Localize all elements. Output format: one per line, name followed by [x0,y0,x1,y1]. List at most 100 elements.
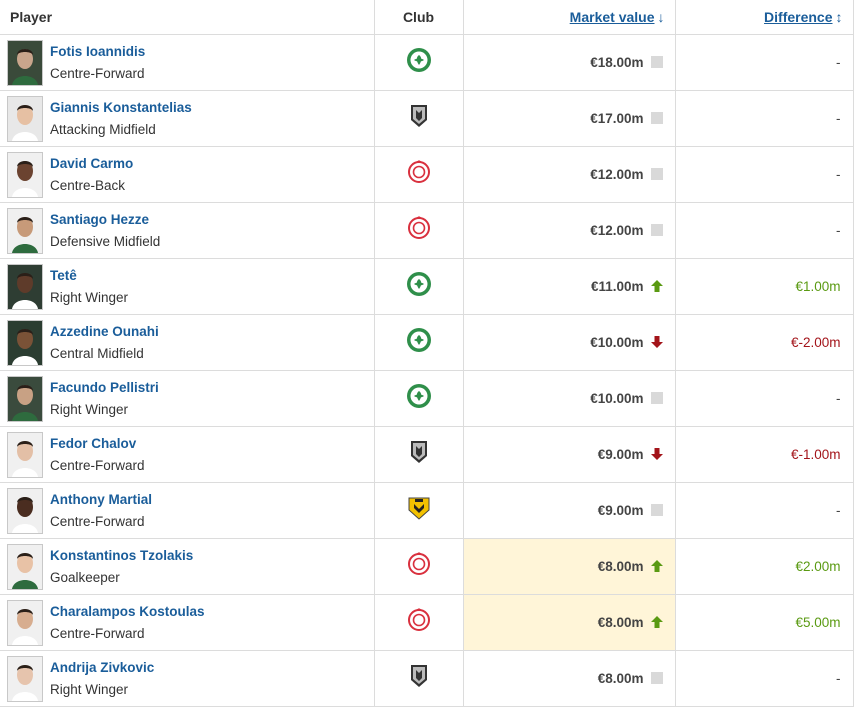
player-position: Right Winger [50,402,129,417]
market-value-cell: €12.00m [463,146,676,203]
difference-column-header[interactable]: Difference ↕ [675,0,854,35]
market-value-sort-link[interactable]: Market value [569,9,655,25]
table-row: David Carmo Centre-Back €12.00m - [0,146,854,203]
sort-both-icon[interactable]: ↕ [835,9,843,25]
market-value: €9.00m [597,503,644,518]
market-value-cell: €10.00m [463,314,676,371]
panathinaikos-logo-icon[interactable] [406,327,432,358]
table-row: Giannis Konstantelias Attacking Midfield €… [0,90,854,147]
player-cell: David Carmo Centre-Back [0,146,375,203]
market-value: €12.00m [590,223,644,238]
player-avatar[interactable] [7,207,43,254]
table-row: Andrija Zivkovic Right Winger €8.00m - [0,650,854,707]
olympiacos-logo-icon[interactable] [407,608,431,637]
player-name-link[interactable]: Charalampos Kostoulas [50,604,205,619]
difference-cell: - [675,482,854,539]
table-row: Tetê Right Winger €11.00m €1.00m [0,258,854,315]
arrow-down-icon [650,448,663,460]
player-avatar[interactable] [7,151,43,198]
player-position: Attacking Midfield [50,122,156,137]
player-avatar[interactable] [7,95,43,142]
player-position: Centre-Back [50,178,126,193]
sort-desc-icon[interactable]: ↓ [657,9,665,25]
market-value: €10.00m [590,335,644,350]
player-avatar[interactable] [7,487,43,534]
player-position: Goalkeeper [50,570,120,585]
player-avatar[interactable] [7,319,43,366]
player-cell: Giannis Konstantelias Attacking Midfield [0,90,375,147]
market-value: €8.00m [597,615,644,630]
table-header-row: Player Club Market value ↓ Difference ↕ [0,0,854,35]
player-name-link[interactable]: Giannis Konstantelias [50,100,192,115]
paok-logo-icon[interactable] [409,663,429,694]
difference-cell: €1.00m [675,258,854,315]
player-name-link[interactable]: Konstantinos Tzolakis [50,548,194,563]
panathinaikos-logo-icon[interactable] [406,271,432,302]
table-row: Charalampos Kostoulas Centre-Forward €8.00… [0,594,854,651]
club-cell [374,650,464,707]
aek-logo-icon[interactable] [407,495,431,526]
paok-logo-icon[interactable] [409,439,429,470]
table-row: Anthony Martial Centre-Forward €9.00m - [0,482,854,539]
panathinaikos-logo-icon[interactable] [406,383,432,414]
player-cell: Konstantinos Tzolakis Goalkeeper [0,538,375,595]
player-name-link[interactable]: Andrija Zivkovic [50,660,155,675]
player-position: Right Winger [50,682,129,697]
club-cell [374,34,464,91]
player-avatar[interactable] [7,543,43,590]
difference-cell: - [675,146,854,203]
player-name-link[interactable]: David Carmo [50,156,134,171]
market-value: €8.00m [597,671,644,686]
difference-cell: - [675,202,854,259]
olympiacos-logo-icon[interactable] [407,216,431,245]
difference-cell: €-1.00m [675,426,854,483]
player-avatar[interactable] [7,39,43,86]
player-cell: Charalampos Kostoulas Centre-Forward [0,594,375,651]
player-cell: Anthony Martial Centre-Forward [0,482,375,539]
market-value-cell: €12.00m [463,202,676,259]
club-cell [374,202,464,259]
player-position: Central Midfield [50,346,144,361]
market-value-cell: €17.00m [463,90,676,147]
club-column-header: Club [374,0,464,35]
player-name-link[interactable]: Azzedine Ounahi [50,324,159,339]
market-value-cell: €9.00m [463,426,676,483]
market-value-cell: €8.00m [463,594,676,651]
olympiacos-logo-icon[interactable] [407,552,431,581]
difference-cell: €2.00m [675,538,854,595]
market-value-column-header[interactable]: Market value ↓ [463,0,676,35]
player-avatar[interactable] [7,263,43,310]
player-position: Centre-Forward [50,514,145,529]
no-change-icon [650,168,663,180]
player-position: Right Winger [50,290,129,305]
panathinaikos-logo-icon[interactable] [406,47,432,78]
player-name-link[interactable]: Santiago Hezze [50,212,150,227]
player-avatar[interactable] [7,431,43,478]
difference-sort-link[interactable]: Difference [764,9,833,25]
player-name-link[interactable]: Facundo Pellistri [50,380,159,395]
player-avatar[interactable] [7,655,43,702]
club-cell [374,370,464,427]
table-row: Fotis Ioannidis Centre-Forward €18.00m - [0,34,854,91]
no-change-icon [650,392,663,404]
player-cell: Facundo Pellistri Right Winger [0,370,375,427]
player-name-link[interactable]: Anthony Martial [50,492,153,507]
no-change-icon [650,672,663,684]
player-name-link[interactable]: Tetê [50,268,77,283]
table-row: Konstantinos Tzolakis Goalkeeper €8.00m €2.… [0,538,854,595]
paok-logo-icon[interactable] [409,103,429,134]
player-avatar[interactable] [7,375,43,422]
player-avatar[interactable] [7,599,43,646]
market-value-cell: €8.00m [463,538,676,595]
difference-cell: - [675,650,854,707]
difference-cell: - [675,370,854,427]
no-change-icon [650,56,663,68]
player-name-link[interactable]: Fotis Ioannidis [50,44,146,59]
player-name-link[interactable]: Fedor Chalov [50,436,137,451]
player-column-header: Player [0,0,375,35]
olympiacos-logo-icon[interactable] [407,160,431,189]
arrow-down-icon [650,336,663,348]
player-cell: Andrija Zivkovic Right Winger [0,650,375,707]
player-position: Centre-Forward [50,66,145,81]
